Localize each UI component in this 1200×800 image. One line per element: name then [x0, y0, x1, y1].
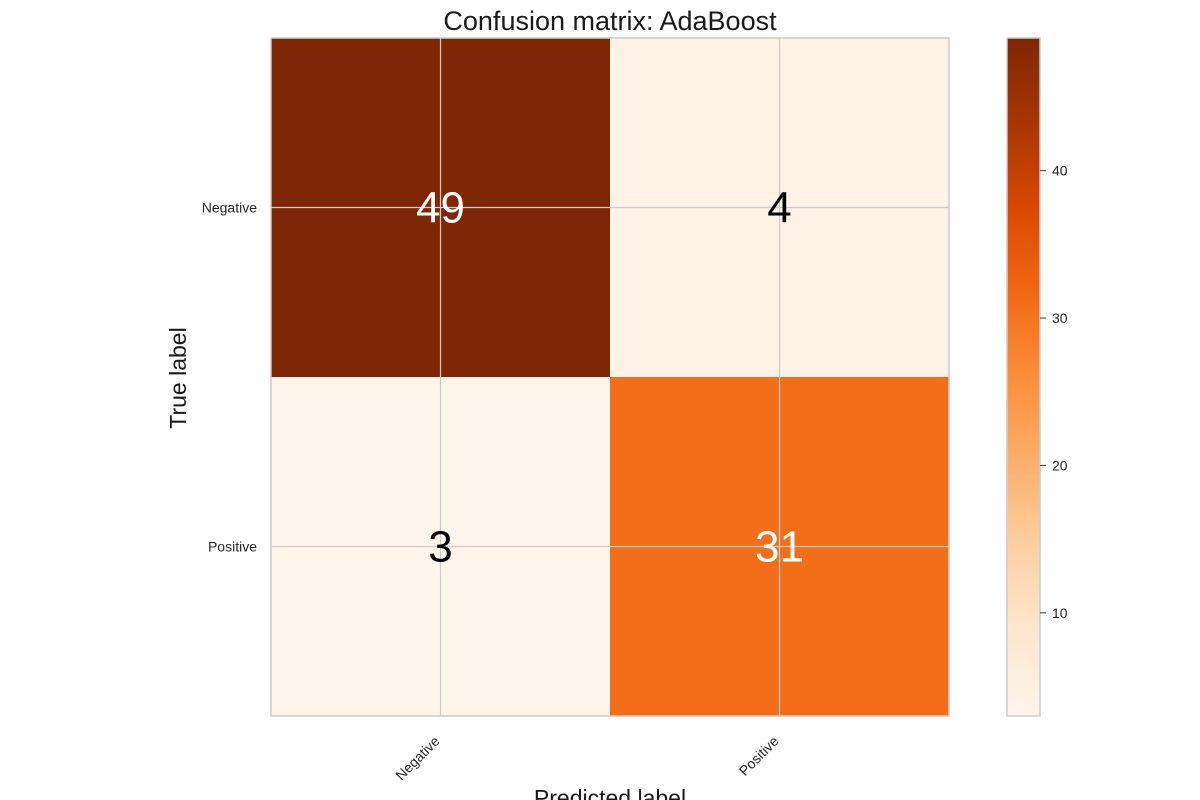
y-tick-label-positive: Positive	[208, 539, 257, 555]
colorbar-tick-label: 30	[1052, 310, 1068, 326]
x-axis-ticks: Negative Positive	[392, 733, 782, 784]
x-tick-label-negative: Negative	[392, 733, 443, 784]
grid-lines	[271, 38, 949, 716]
cell-value-r1-c1: 31	[755, 523, 804, 572]
x-tick-label-positive: Positive	[736, 733, 782, 779]
colorbar: 10 20 30 40	[1006, 37, 1068, 717]
colorbar-tick-label: 20	[1052, 457, 1068, 473]
y-axis-title: True label	[165, 327, 191, 428]
y-axis-ticks: Negative Positive	[202, 200, 257, 555]
cell-value-r1-c0: 3	[428, 523, 452, 572]
x-axis-title: Predicted label	[534, 785, 686, 800]
colorbar-ticks: 10 20 30 40	[1040, 163, 1068, 621]
chart-title: Confusion matrix: AdaBoost	[443, 6, 777, 36]
colorbar-gradient	[1006, 37, 1041, 717]
colorbar-tick-label: 40	[1052, 163, 1068, 179]
cell-value-labels: 49 4 3 31	[416, 184, 804, 572]
plot-frame	[270, 37, 950, 717]
cell-value-r0-c1: 4	[767, 184, 791, 233]
cell-value-r0-c0: 49	[416, 184, 465, 233]
y-tick-label-negative: Negative	[202, 200, 257, 216]
heatmap-cells	[271, 38, 949, 716]
colorbar-tick-label: 10	[1052, 605, 1068, 621]
